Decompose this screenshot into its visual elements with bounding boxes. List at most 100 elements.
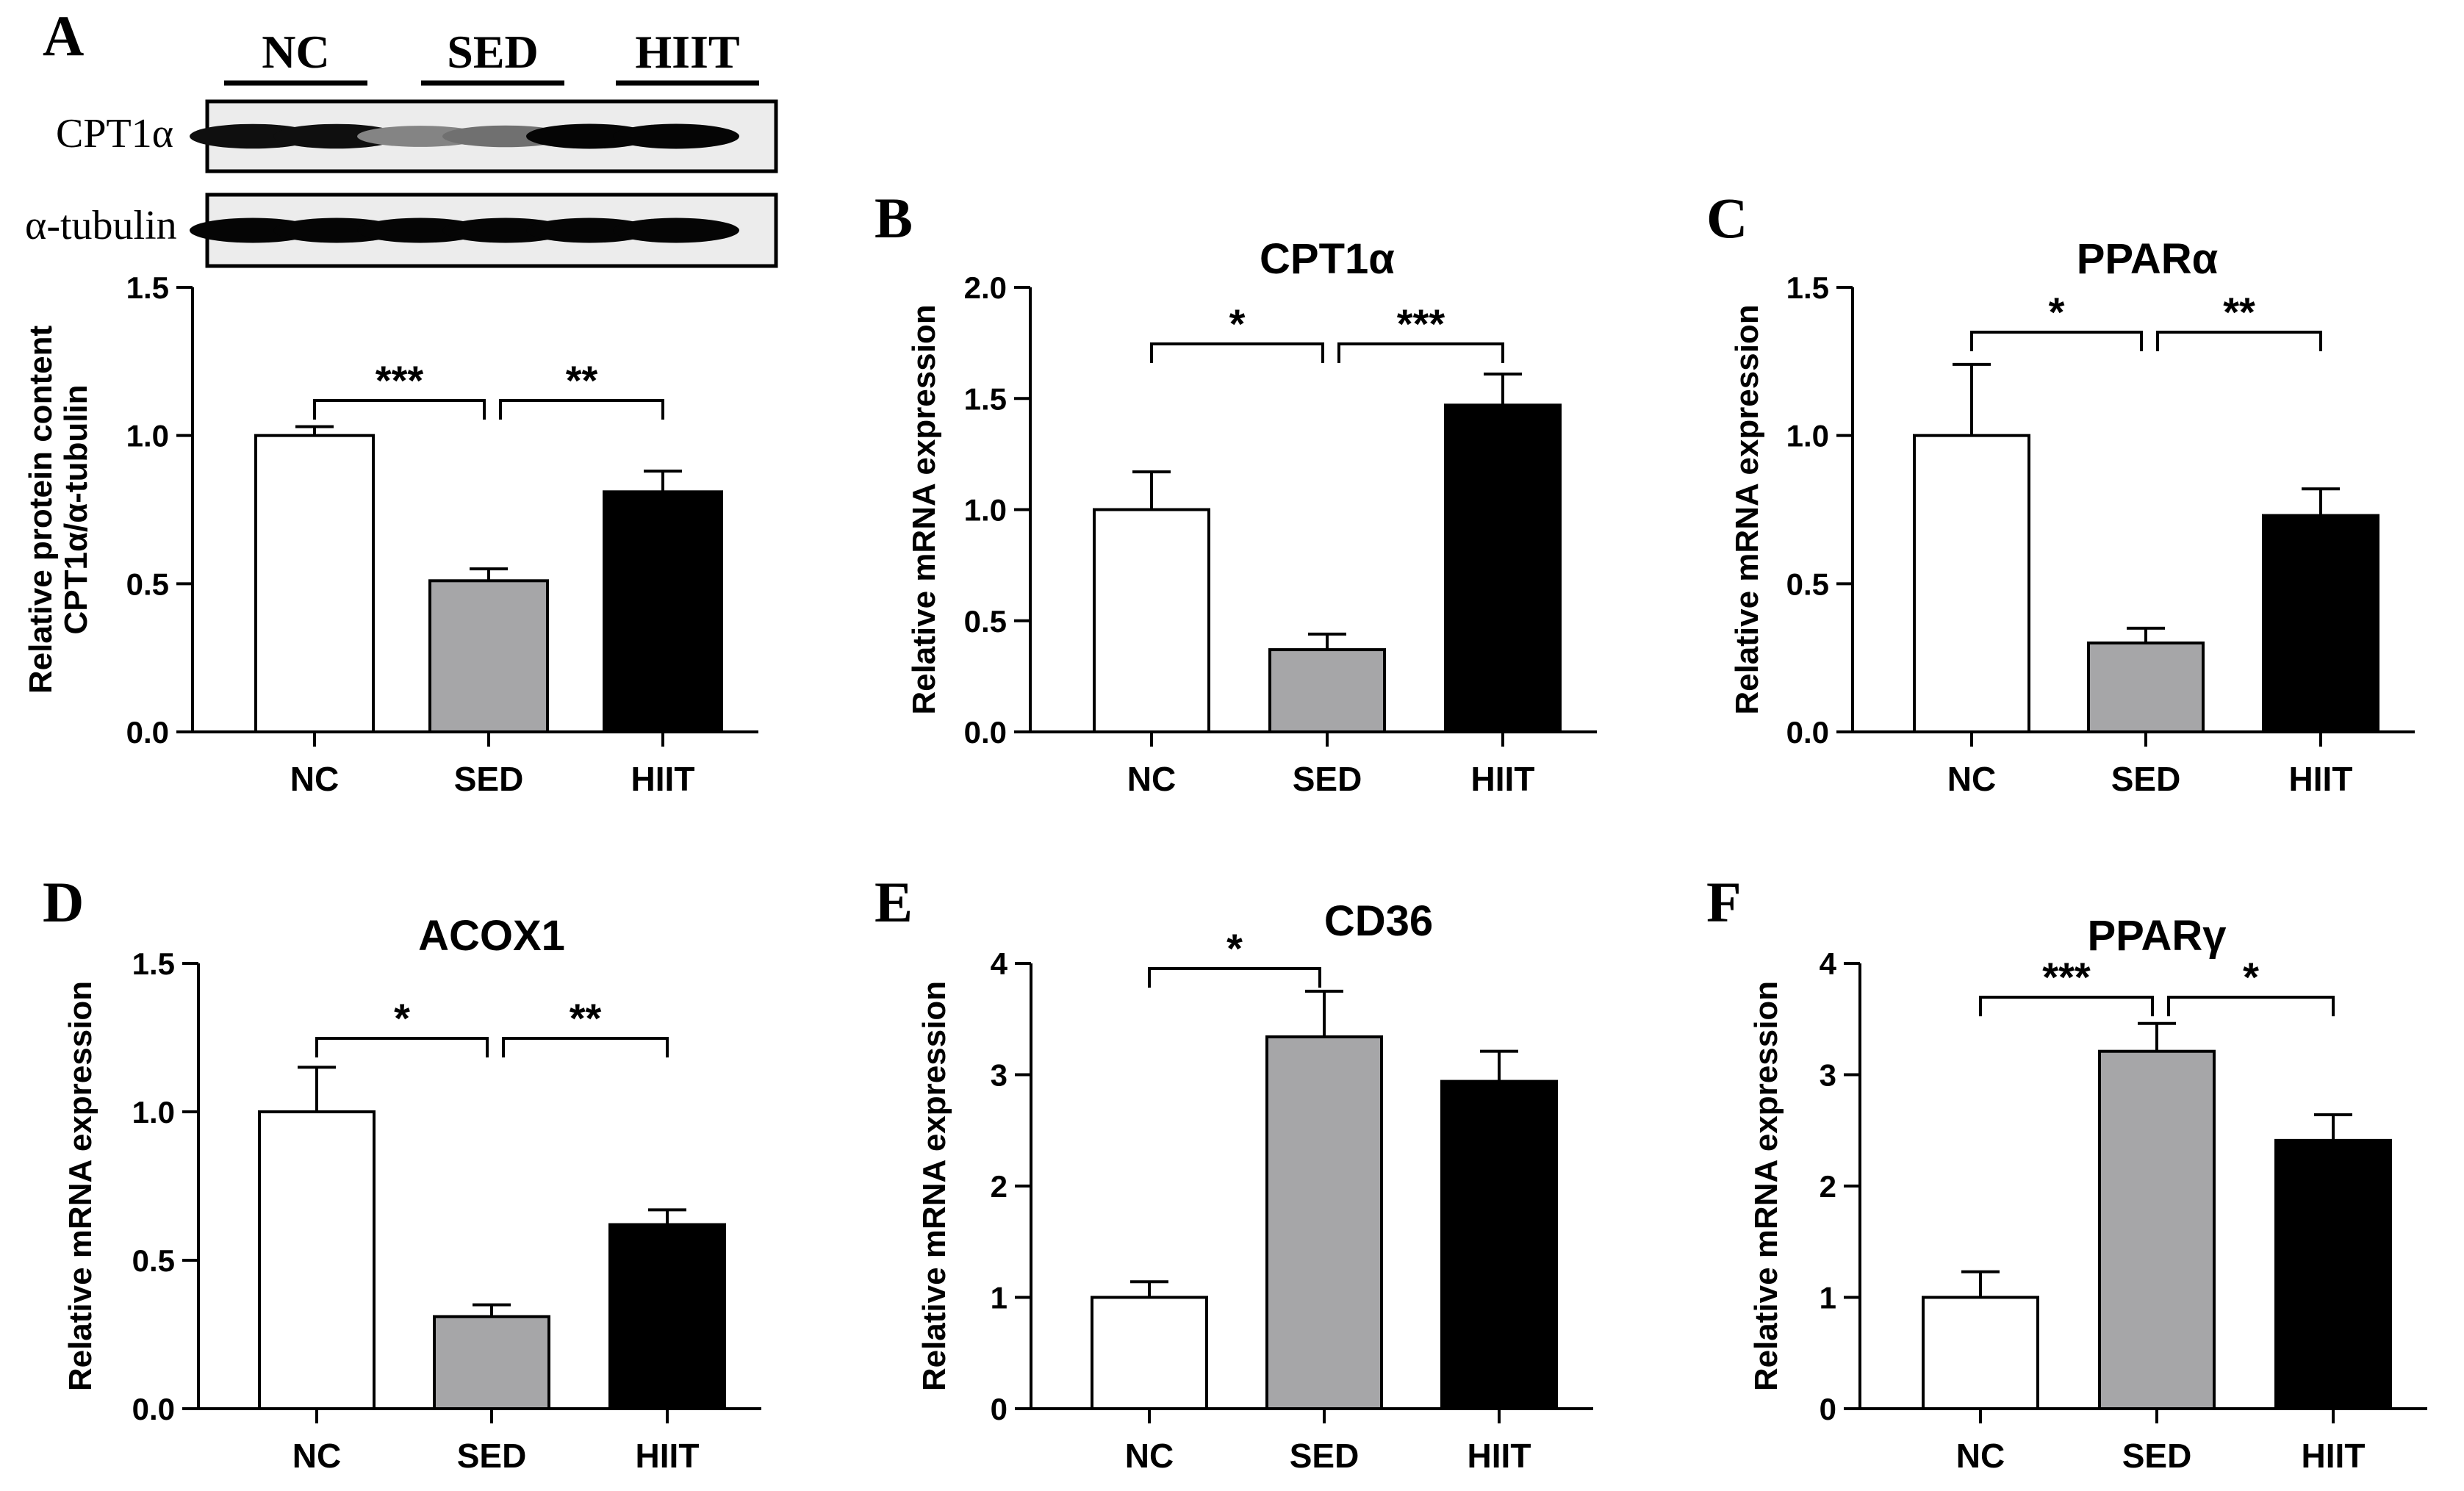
chart-title: PPARγ bbox=[2087, 912, 2227, 960]
panel-letter: B bbox=[874, 186, 913, 250]
blot-row-label: CPT1α bbox=[56, 111, 173, 157]
bar-hiit bbox=[603, 490, 723, 733]
blot-band bbox=[273, 123, 400, 149]
chart-panel-c: C PPARα Relative mRNA expression 0.0 0.5 1.0 1… bbox=[1706, 186, 2415, 798]
chart-title: CPT1α bbox=[1260, 235, 1395, 283]
significance-label: * bbox=[1226, 925, 1243, 971]
bar-nc bbox=[1091, 1296, 1208, 1410]
bar-hiit bbox=[1444, 403, 1562, 733]
x-tick-label: SED bbox=[2111, 760, 2181, 798]
y-tick-label: 4 bbox=[1820, 946, 1837, 981]
x-tick-label: SED bbox=[454, 760, 524, 798]
x-tick-label: HIIT bbox=[631, 760, 695, 798]
blot-row-label: α-tubulin bbox=[25, 203, 177, 248]
y-tick-label: 3 bbox=[1820, 1058, 1836, 1093]
bar-hiit bbox=[2262, 514, 2379, 733]
x-tick-label: NC bbox=[290, 760, 339, 798]
significance-label: *** bbox=[376, 357, 424, 403]
significance-bracket bbox=[499, 399, 664, 420]
y-tick-label: 1.5 bbox=[964, 381, 1007, 416]
significance-bracket bbox=[1148, 967, 1321, 988]
bar-hiit bbox=[1440, 1079, 1558, 1410]
significance-label: * bbox=[1229, 301, 1246, 347]
bar-nc bbox=[1922, 1296, 2039, 1410]
bar-sed bbox=[2087, 642, 2205, 733]
x-tick-label: HIIT bbox=[2289, 760, 2353, 798]
bar-sed bbox=[2098, 1049, 2216, 1411]
y-tick-label: 2.0 bbox=[964, 270, 1007, 305]
blot-band bbox=[526, 218, 653, 243]
significance-bracket bbox=[2156, 331, 2322, 351]
y-tick-label: 2 bbox=[991, 1169, 1007, 1204]
y-tick-label: 0.0 bbox=[126, 715, 169, 750]
chart-title: ACOX1 bbox=[418, 912, 565, 960]
significance-label: *** bbox=[2042, 954, 2091, 1000]
y-tick-label: 1 bbox=[991, 1281, 1007, 1315]
y-tick-label: 1.5 bbox=[126, 270, 169, 305]
significance-bracket bbox=[1970, 331, 2143, 351]
significance-label: ** bbox=[2223, 289, 2255, 335]
blot-group-label: HIIT bbox=[635, 26, 739, 78]
bar-sed bbox=[1268, 648, 1386, 734]
y-axis-label: Relative mRNA expression bbox=[906, 304, 942, 714]
x-tick-label: HIIT bbox=[636, 1437, 700, 1475]
y-axis-label: Relative mRNA expression bbox=[62, 981, 98, 1391]
bar-hiit bbox=[2274, 1138, 2392, 1410]
x-tick-label: HIIT bbox=[1468, 1437, 1531, 1475]
bar-sed bbox=[433, 1315, 550, 1411]
chart-title: CD36 bbox=[1324, 897, 1433, 945]
panel-letter: D bbox=[43, 870, 84, 934]
y-tick-label: 0 bbox=[1820, 1392, 1836, 1426]
blot-group-label: NC bbox=[262, 26, 329, 78]
y-tick-label: 3 bbox=[991, 1058, 1007, 1093]
bar-hiit bbox=[608, 1223, 726, 1411]
y-tick-label: 0 bbox=[991, 1392, 1007, 1426]
chart-panel-b: B CPT1α Relative mRNA expression 0.0 0.5 1.0 1… bbox=[874, 186, 1597, 798]
y-axis-label: Relative mRNA expression bbox=[1748, 981, 1784, 1391]
significance-label: ** bbox=[566, 357, 598, 403]
western-blot: NC SED HIIT CPT1α α-tubulin bbox=[25, 26, 778, 268]
blot-band bbox=[613, 123, 739, 149]
blot-group-label: SED bbox=[447, 26, 539, 78]
bar-nc bbox=[254, 434, 375, 734]
panel-letter: F bbox=[1706, 870, 1742, 934]
bar-nc bbox=[258, 1110, 376, 1410]
x-tick-label: SED bbox=[1293, 760, 1362, 798]
x-tick-label: SED bbox=[2122, 1437, 2192, 1475]
significance-label: *** bbox=[1397, 301, 1445, 347]
y-tick-label: 0.5 bbox=[964, 604, 1007, 639]
panel-letter: A bbox=[43, 4, 84, 68]
y-axis-label: CPT1α/α-tubulin bbox=[58, 384, 94, 634]
x-tick-label: NC bbox=[1947, 760, 1996, 798]
significance-label: ** bbox=[570, 995, 602, 1041]
chart-panel-e: E CD36 Relative mRNA expression 0 1 2 3 4 NC SED H… bbox=[874, 870, 1593, 1475]
bar-nc bbox=[1093, 508, 1210, 733]
y-tick-label: 0.0 bbox=[132, 1392, 175, 1426]
y-tick-label: 1.0 bbox=[126, 419, 169, 453]
y-tick-label: 2 bbox=[1820, 1169, 1836, 1204]
y-tick-label: 1.0 bbox=[1786, 419, 1829, 453]
x-tick-label: NC bbox=[1127, 760, 1176, 798]
chart-title: PPARα bbox=[2077, 235, 2219, 283]
y-tick-label: 1.5 bbox=[1786, 270, 1829, 305]
significance-bracket bbox=[315, 1037, 489, 1057]
y-axis-label: Relative mRNA expression bbox=[1729, 304, 1765, 714]
blot-band bbox=[613, 218, 739, 243]
bar-nc bbox=[1913, 434, 2030, 734]
significance-bracket bbox=[313, 399, 486, 420]
panel-letter: C bbox=[1706, 186, 1748, 250]
bar-sed bbox=[428, 579, 549, 733]
y-tick-label: 1 bbox=[1820, 1281, 1836, 1315]
x-tick-label: NC bbox=[292, 1437, 341, 1475]
y-tick-label: 0.5 bbox=[126, 567, 169, 601]
y-tick-label: 0.5 bbox=[132, 1243, 175, 1278]
significance-bracket bbox=[1979, 996, 2154, 1016]
x-tick-label: SED bbox=[1290, 1437, 1359, 1475]
x-tick-label: NC bbox=[1125, 1437, 1174, 1475]
significance-bracket bbox=[2167, 996, 2335, 1016]
y-tick-label: 1.5 bbox=[132, 946, 175, 981]
y-tick-label: 4 bbox=[991, 946, 1008, 981]
significance-bracket bbox=[1150, 342, 1324, 363]
significance-label: * bbox=[394, 995, 410, 1041]
